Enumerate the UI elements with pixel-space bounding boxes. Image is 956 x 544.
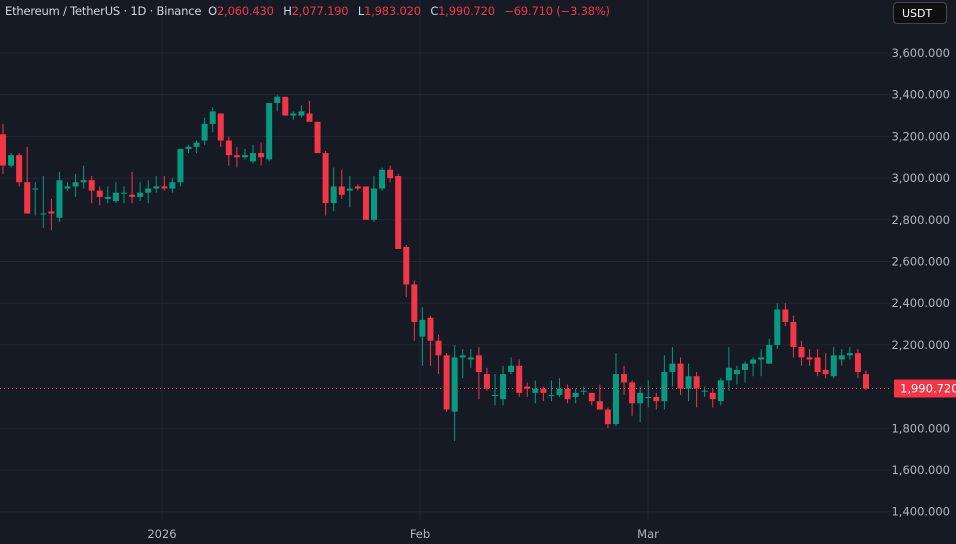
currency-button[interactable]: USDT — [893, 2, 947, 24]
close-value: 1,990.720 — [438, 4, 495, 18]
price-tick-label: 2,600.000 — [891, 255, 950, 269]
price-tick-label: 3,000.000 — [891, 171, 950, 185]
price-tick-label: 2,200.000 — [891, 338, 950, 352]
svg-text:1,990.720: 1,990.720 — [900, 382, 956, 396]
last-price-badge: 1,990.720 — [894, 379, 956, 398]
price-tick-label: 2,800.000 — [891, 213, 950, 227]
close-label: C — [430, 4, 439, 18]
price-tick-label: 1,600.000 — [891, 463, 950, 477]
time-axis[interactable]: 2026 Feb Mar — [147, 527, 659, 541]
time-tick-label: 2026 — [147, 527, 176, 541]
symbol-title[interactable]: Ethereum / TetherUS · 1D · Binance — [5, 4, 202, 18]
low-value: 1,983.020 — [364, 4, 421, 18]
price-tick-label: 1,400.000 — [891, 505, 950, 519]
price-tick-label: 3,400.000 — [891, 88, 950, 102]
price-tick-label: 2,400.000 — [891, 296, 950, 310]
open-value: 2,060.430 — [217, 4, 274, 18]
time-tick-label: Mar — [637, 527, 659, 541]
price-tick-label: 3,600.000 — [891, 46, 950, 60]
candles — [0, 94, 869, 441]
price-tick-label: 1,800.000 — [891, 421, 950, 435]
open-label: O — [208, 4, 218, 18]
high-label: H — [283, 4, 292, 18]
price-axis[interactable]: 3,600.000 3,400.000 3,200.000 3,000.000 2,80… — [891, 46, 950, 519]
ohlc-legend: Ethereum / TetherUS · 1D · Binance O2,06… — [5, 4, 616, 18]
high-value: 2,077.190 — [291, 4, 349, 18]
time-tick-label: Feb — [410, 527, 430, 541]
change-value: −69.710 (−3.38%) — [504, 4, 610, 18]
grid-lines — [0, 0, 892, 520]
low-label: L — [357, 4, 365, 18]
price-tick-label: 3,200.000 — [891, 129, 950, 143]
